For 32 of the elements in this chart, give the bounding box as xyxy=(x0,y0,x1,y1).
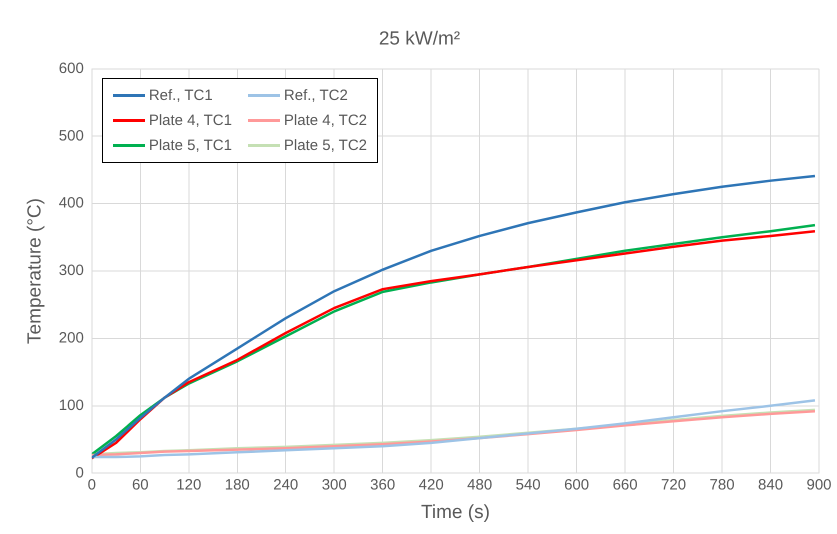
x-tick-label: 120 xyxy=(176,476,202,494)
chart-title: 25 kW/m² xyxy=(378,28,460,50)
x-tick-label: 240 xyxy=(273,476,298,494)
y-tick-label: 200 xyxy=(58,330,84,347)
x-tick-label: 360 xyxy=(370,476,396,494)
legend-label: Plate 5, TC1 xyxy=(148,136,232,154)
x-tick-label: 660 xyxy=(612,476,638,494)
x-tick-label: 420 xyxy=(418,476,444,494)
x-tick-label: 0 xyxy=(88,476,96,494)
legend-label: Plate 5, TC2 xyxy=(284,136,368,154)
x-tick-label: 720 xyxy=(661,476,686,494)
x-tick-label: 180 xyxy=(224,476,250,494)
y-axis-title: Temperature (°C) xyxy=(24,198,46,344)
y-tick-label: 0 xyxy=(75,464,84,482)
x-tick-label: 900 xyxy=(806,476,832,494)
y-tick-label: 400 xyxy=(58,194,84,212)
x-tick-label: 780 xyxy=(710,476,735,494)
legend-label: Ref., TC2 xyxy=(284,86,348,104)
x-tick-label: 60 xyxy=(132,476,149,494)
x-tick-label: 480 xyxy=(467,476,492,494)
y-tick-label: 100 xyxy=(58,396,84,414)
x-tick-label: 600 xyxy=(564,476,590,494)
legend-label: Plate 4, TC2 xyxy=(284,112,368,129)
y-tick-label: 300 xyxy=(58,262,84,280)
x-tick-label: 300 xyxy=(322,476,347,494)
x-axis-title: Time (s) xyxy=(420,502,490,523)
legend-label: Ref., TC1 xyxy=(148,86,213,104)
x-tick-label: 840 xyxy=(758,476,784,494)
y-tick-label: 600 xyxy=(58,60,84,77)
y-tick-label: 500 xyxy=(58,127,84,144)
x-tick-label: 540 xyxy=(516,476,541,494)
legend-label: Plate 4, TC1 xyxy=(148,112,232,129)
